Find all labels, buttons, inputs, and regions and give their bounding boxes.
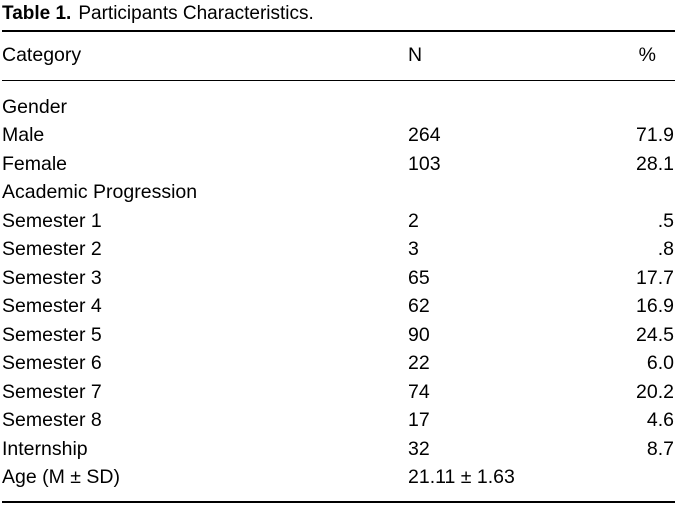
table-row: Female 103 28.1	[2, 150, 675, 179]
row-n-cell: 62	[408, 295, 430, 317]
column-header-n: N	[408, 31, 565, 81]
table-row: Gender	[2, 80, 675, 121]
row-percent-cell: 8.7	[646, 437, 674, 460]
row-percent-cell: 20.2	[636, 380, 674, 403]
table-row: Semester 3 65 17.7	[2, 264, 675, 293]
row-percent-cell: .8	[657, 238, 674, 260]
column-header-percent: %	[565, 31, 675, 81]
table-row: Academic Progression	[2, 178, 675, 207]
row-percent-cell	[565, 80, 675, 121]
row-percent-cell: 6.0	[646, 352, 674, 374]
row-category-cell: Age (M ± SD)	[2, 466, 120, 488]
row-percent-cell: 24.5	[636, 323, 674, 346]
row-category-cell: Female	[2, 152, 68, 175]
table-row: Semester 7 74 20.2	[2, 378, 675, 407]
row-category-cell: Semester 4	[2, 295, 102, 317]
row-n-cell	[408, 178, 565, 207]
row-n-cell: 74	[408, 380, 430, 403]
row-category-cell: Semester 1	[2, 209, 102, 232]
table-caption: Table 1. Participants Characteristics.	[2, 3, 675, 25]
row-n-cell: 65	[408, 266, 430, 289]
table-row: Semester 1 2 .5	[2, 207, 675, 236]
table-row: Male 264 71.9	[2, 121, 675, 150]
table-row: Semester 6 22 6.0	[2, 349, 675, 378]
row-category-cell: Semester 5	[2, 323, 102, 346]
row-n-cell: 32	[408, 437, 430, 460]
row-percent-cell: 71.9	[636, 124, 674, 146]
table-row: Internship 32 8.7	[2, 435, 675, 464]
row-percent-cell	[565, 178, 675, 207]
row-n-cell: 22	[408, 352, 430, 374]
table-caption-title: Participants Characteristics.	[78, 3, 314, 24]
row-category-cell: Internship	[2, 437, 88, 460]
row-category-cell: Gender	[2, 95, 68, 118]
table-row: Semester 2 3 .8	[2, 235, 675, 264]
row-percent-cell: .5	[657, 209, 674, 232]
row-percent-cell	[565, 463, 675, 502]
row-n-cell: 103	[408, 152, 441, 175]
row-n-cell: 3	[408, 238, 419, 260]
table-row: Semester 4 62 16.9	[2, 292, 675, 321]
row-n-cell	[408, 80, 565, 121]
row-n-cell: 2	[408, 209, 419, 232]
row-n-cell: 17	[408, 409, 430, 431]
row-category-cell: Semester 6	[2, 352, 102, 374]
row-n-cell: 264	[408, 124, 441, 146]
row-category-cell: Semester 3	[2, 266, 102, 289]
row-category-cell: Semester 2	[2, 238, 102, 260]
table-header: Category N %	[2, 31, 675, 81]
row-category-cell: Academic Progression	[2, 181, 198, 203]
row-percent-cell: 4.6	[646, 409, 674, 431]
row-percent-cell: 16.9	[636, 295, 674, 317]
participants-table: Category N % Gender Male 264 71.9 Female 103 2…	[2, 30, 675, 503]
row-category-cell: Semester 7	[2, 380, 102, 403]
row-n-cell: 21.11 ± 1.63	[408, 466, 515, 488]
table-body: Gender Male 264 71.9 Female 103 28.1 Academic P…	[2, 80, 675, 502]
row-category-cell: Semester 8	[2, 409, 102, 431]
table-caption-number: Table 1.	[2, 3, 72, 24]
column-header-category: Category	[2, 31, 408, 81]
table-row: Semester 8 17 4.6	[2, 406, 675, 435]
table-row: Age (M ± SD) 21.11 ± 1.63	[2, 463, 675, 502]
row-percent-cell: 28.1	[636, 152, 674, 175]
row-percent-cell: 17.7	[636, 266, 674, 289]
row-n-cell: 90	[408, 323, 430, 346]
row-category-cell: Male	[2, 124, 45, 146]
table-header-row: Category N %	[2, 31, 675, 81]
table-row: Semester 5 90 24.5	[2, 321, 675, 350]
